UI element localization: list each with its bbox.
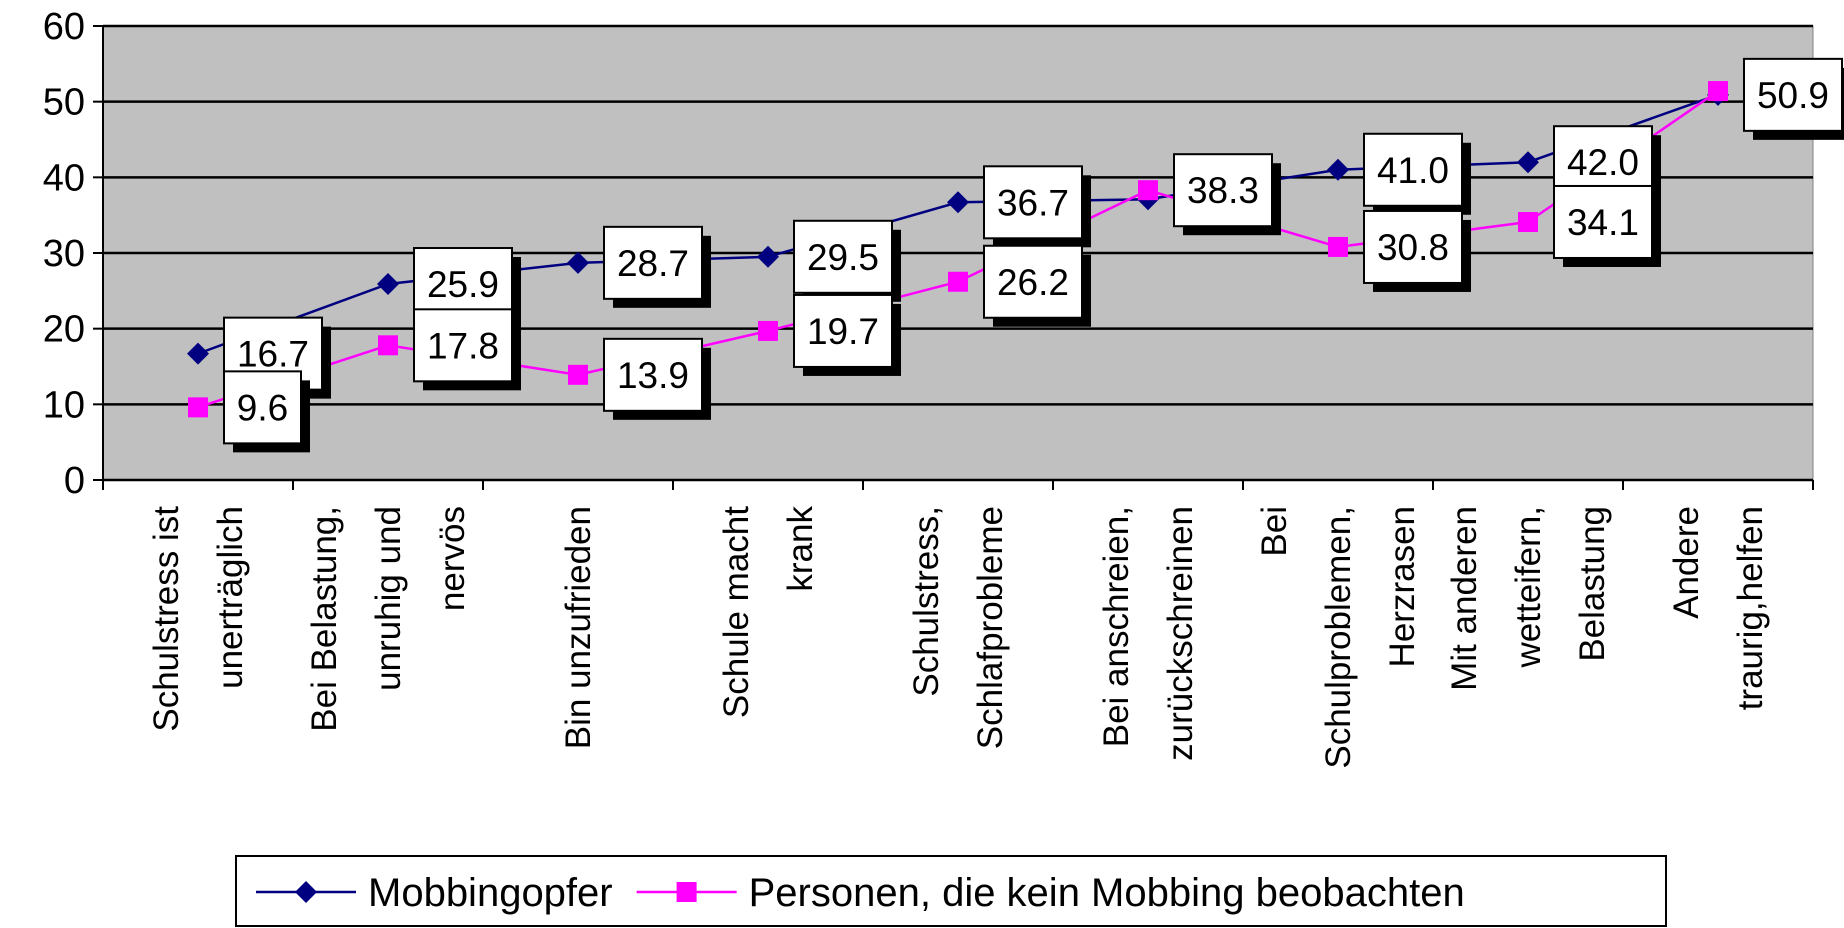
point <box>188 397 208 418</box>
label-box <box>223 370 302 445</box>
data-label: 16.7 <box>237 334 309 375</box>
point <box>568 364 588 385</box>
data-label: 28.7 <box>617 243 689 284</box>
x-tick-label: Bei Schulproblemen, Herzrasen <box>1255 506 1422 769</box>
data-label: 17.8 <box>427 325 499 366</box>
data-label: 50.9 <box>1757 75 1829 116</box>
x-tick-label: Schulstress ist unerträglich <box>147 506 250 732</box>
data-label: 42.0 <box>1567 142 1639 183</box>
point <box>187 342 209 365</box>
data-label: 19.7 <box>807 311 879 352</box>
y-tick-label: 50 <box>43 82 85 124</box>
label-box <box>1363 132 1463 207</box>
point <box>758 320 778 341</box>
label-box <box>603 225 703 300</box>
x-tick-label: Schulstress, Schlafprobleme <box>907 506 1010 749</box>
point <box>1138 180 1158 201</box>
label-box <box>793 293 893 368</box>
point <box>948 271 968 292</box>
label-box <box>983 244 1083 319</box>
x-tick-label: Andere traurig,helfen <box>1667 506 1770 710</box>
data-label: 9.6 <box>237 387 288 428</box>
x-tick-label: Bin unzufrieden <box>559 506 598 749</box>
data-label: 29.5 <box>807 237 879 278</box>
point <box>1708 81 1728 102</box>
data-label: 13.9 <box>617 355 689 396</box>
data-label: 25.9 <box>427 264 499 305</box>
label-box <box>603 337 703 412</box>
data-label: 26.2 <box>997 262 1069 303</box>
label-box <box>1173 153 1273 228</box>
point <box>676 882 697 902</box>
point <box>1517 151 1539 174</box>
y-tick-label: 60 <box>43 6 85 48</box>
point <box>295 881 317 903</box>
y-tick-label: 30 <box>43 233 85 275</box>
label-box <box>1363 209 1463 284</box>
x-tick-label: Bei Belastung, unruhig und nervös <box>305 506 472 732</box>
x-tick-label: Mit anderen wetteifern, Belastung <box>1445 506 1612 691</box>
y-tick-label: 10 <box>43 384 85 426</box>
label-box <box>983 165 1083 240</box>
point <box>378 335 398 356</box>
label-box <box>1743 57 1843 132</box>
label-box <box>793 219 893 294</box>
y-tick-label: 20 <box>43 309 85 351</box>
data-label: 30.8 <box>1377 227 1449 268</box>
point <box>1327 158 1349 181</box>
y-tick-label: 40 <box>43 157 85 199</box>
x-tick-label: Bei anschreien, zurückschreinen <box>1097 506 1200 761</box>
legend-label: Mobbingopfer <box>368 871 613 915</box>
data-label: 38.3 <box>1187 170 1259 211</box>
legend-label: Personen, die kein Mobbing beobachten <box>749 871 1465 915</box>
point <box>947 191 969 214</box>
label-box <box>413 308 513 383</box>
data-label: 41.0 <box>1377 150 1449 191</box>
label-box <box>1553 184 1653 259</box>
point <box>1518 211 1538 232</box>
y-tick-label: 0 <box>64 460 85 502</box>
data-label: 34.1 <box>1567 202 1639 243</box>
data-label: 36.7 <box>997 182 1069 223</box>
point <box>757 245 779 268</box>
point <box>1328 236 1348 257</box>
label-box <box>413 247 513 322</box>
x-tick-label: Schule macht krank <box>717 506 820 719</box>
point <box>567 251 589 274</box>
point <box>377 273 399 296</box>
legend <box>235 855 1667 927</box>
